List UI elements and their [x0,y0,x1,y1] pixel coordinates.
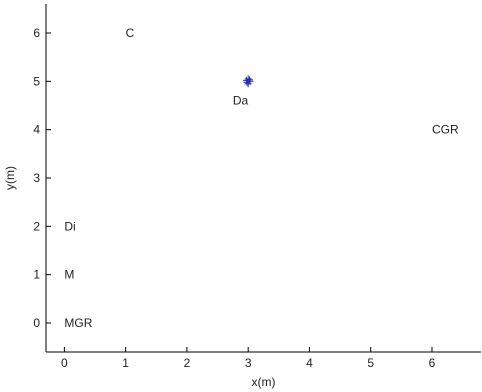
point-label: Di [64,219,75,233]
x-axis-label: x(m) [252,375,276,389]
y-tick-label: 6 [33,26,40,40]
x-tick-label: 1 [122,356,129,370]
x-axis-ticks: 0 1 2 3 4 5 6 [61,347,436,370]
y-tick-label: 1 [33,268,40,282]
y-axis-label: y(m) [3,166,17,190]
point-label: Da [233,94,249,108]
x-tick-label: 3 [245,356,252,370]
x-tick-label: 6 [429,356,436,370]
point-label: MGR [64,316,92,330]
point-label: C [126,26,135,40]
x-tick-label: 4 [306,356,313,370]
data-point [245,76,253,84]
y-tick-label: 0 [33,316,40,330]
data-points [242,75,254,88]
point-label: CGR [432,123,459,137]
y-tick-label: 2 [33,219,40,233]
y-tick-label: 3 [33,171,40,185]
point-label: M [64,268,74,282]
y-tick-label: 5 [33,74,40,88]
point-labels: C Da CGR Di M MGR [64,26,459,330]
plot-axes [45,4,481,353]
y-axis-ticks: 0 1 2 3 4 5 6 [33,26,51,330]
x-tick-label: 0 [61,356,68,370]
x-tick-label: 5 [367,356,374,370]
data-point [244,80,252,88]
x-tick-label: 2 [184,356,191,370]
y-tick-label: 4 [33,123,40,137]
